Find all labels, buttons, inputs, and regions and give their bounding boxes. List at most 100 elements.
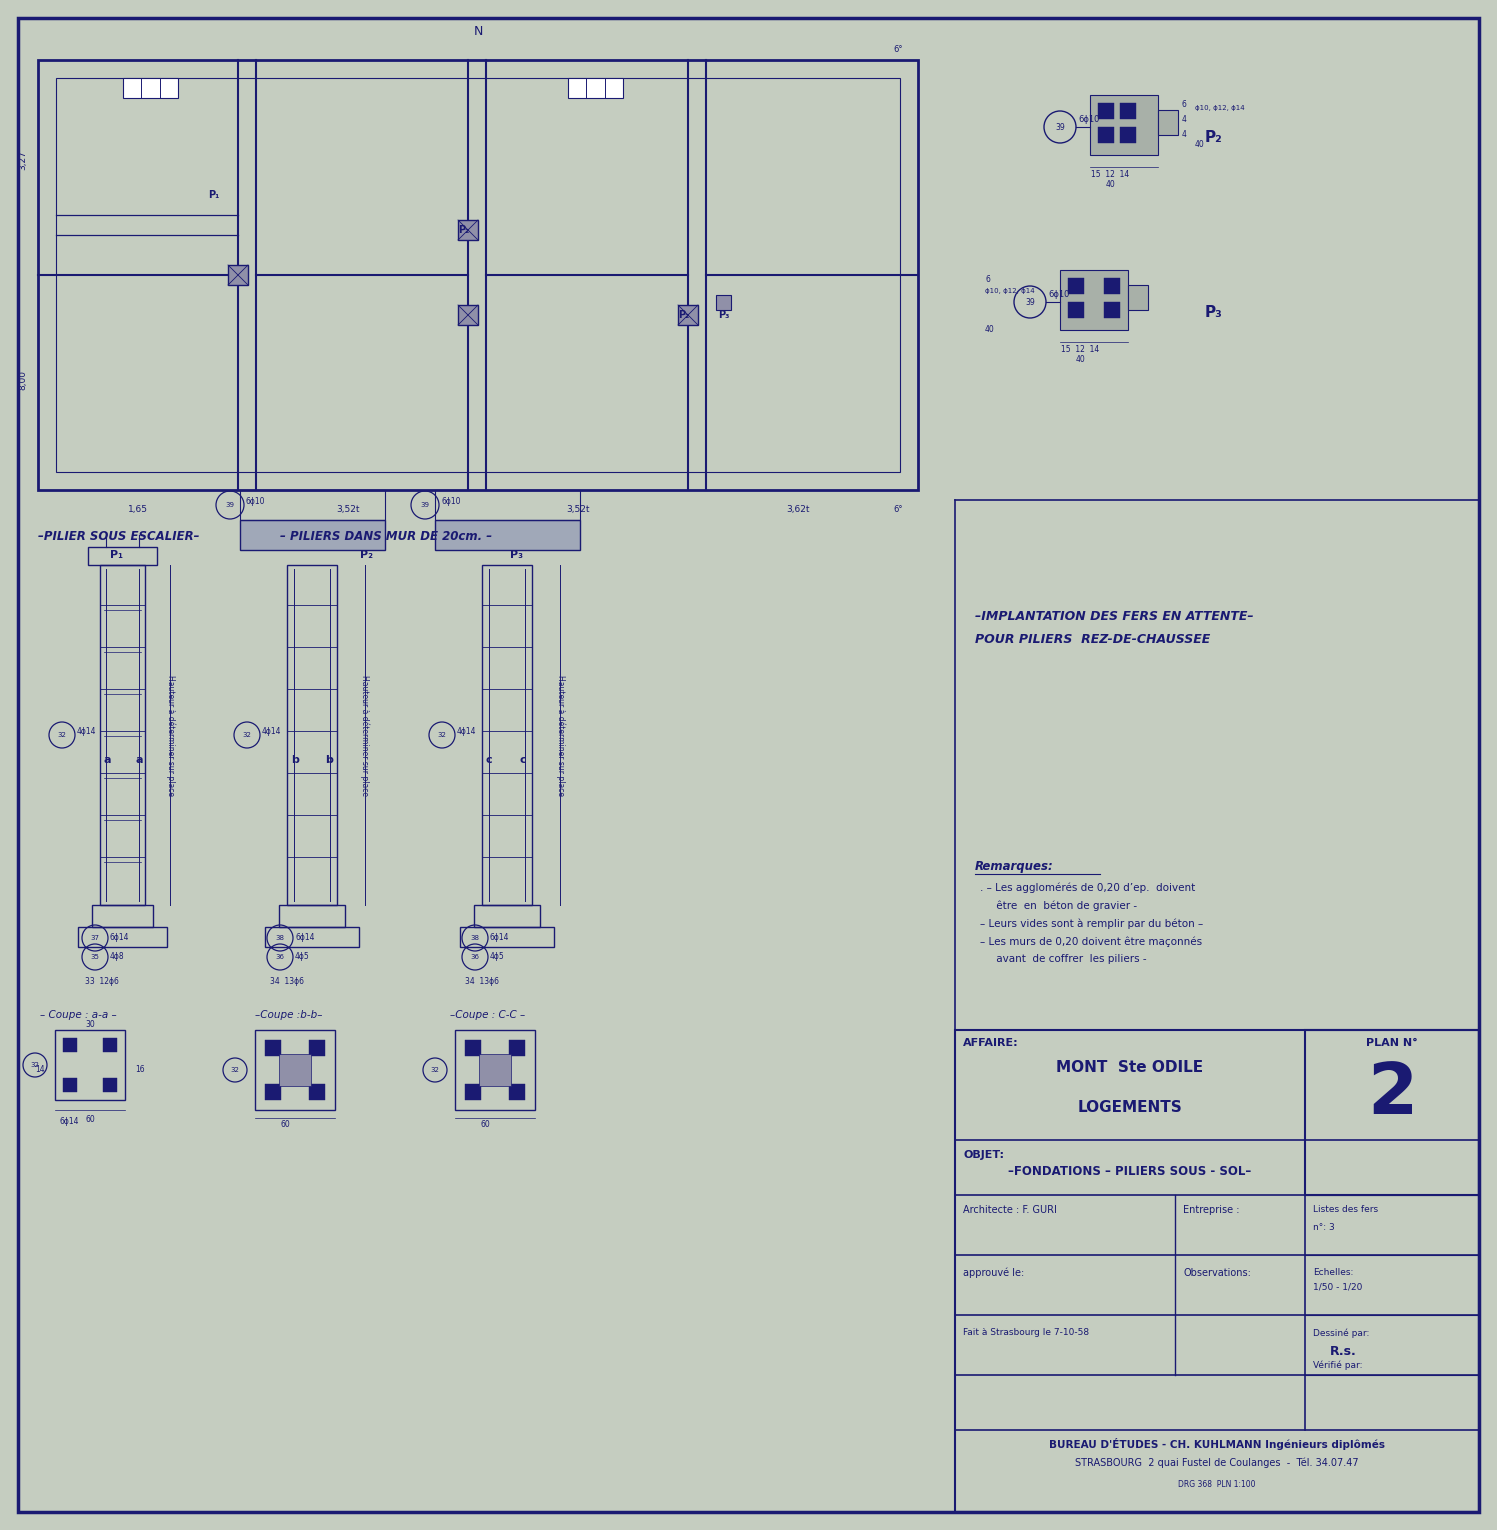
- Bar: [509, 1083, 525, 1100]
- Text: 40: 40: [1105, 181, 1115, 190]
- Bar: [678, 304, 698, 324]
- Text: 6ϕ14: 6ϕ14: [60, 1117, 79, 1126]
- Bar: [91, 906, 153, 927]
- Text: – Les murs de 0,20 doivent être maçonnés: – Les murs de 0,20 doivent être maçonnés: [981, 936, 1202, 947]
- Bar: [1097, 103, 1114, 119]
- Text: N: N: [473, 24, 482, 38]
- Text: être  en  béton de gravier -: être en béton de gravier -: [981, 900, 1138, 910]
- Text: –Coupe :b-b–: –Coupe :b-b–: [254, 1010, 322, 1021]
- Text: c: c: [487, 754, 493, 765]
- Text: 16: 16: [135, 1065, 145, 1074]
- Text: 60: 60: [481, 1120, 490, 1129]
- Bar: [955, 1030, 1479, 1512]
- Text: 4ϕ5: 4ϕ5: [295, 952, 310, 961]
- Bar: [103, 1079, 117, 1092]
- Text: – Coupe : a-a –: – Coupe : a-a –: [40, 1010, 117, 1021]
- Text: MONT  Ste ODILE: MONT Ste ODILE: [1057, 1060, 1204, 1076]
- Text: Architecte : F. GURI: Architecte : F. GURI: [963, 1206, 1057, 1215]
- Text: 6ϕ10: 6ϕ10: [1078, 115, 1099, 124]
- Bar: [1103, 301, 1120, 318]
- Text: 32: 32: [57, 731, 66, 737]
- Text: Vérifié par:: Vérifié par:: [1313, 1360, 1362, 1369]
- Bar: [78, 927, 168, 947]
- Text: 38: 38: [470, 935, 479, 941]
- Text: 36: 36: [275, 955, 284, 959]
- Text: 36: 36: [470, 955, 479, 959]
- Text: –Coupe : C-C –: –Coupe : C-C –: [451, 1010, 525, 1021]
- Bar: [308, 1083, 325, 1100]
- Text: 35: 35: [90, 955, 99, 959]
- Text: avant  de coffrer  les piliers -: avant de coffrer les piliers -: [981, 955, 1147, 964]
- Bar: [265, 1083, 281, 1100]
- Text: 2: 2: [1367, 1060, 1418, 1129]
- Text: 4ϕ14: 4ϕ14: [76, 727, 96, 736]
- Text: 14: 14: [36, 1065, 45, 1074]
- Text: STRASBOURG  2 quai Fustel de Coulanges  -  Tél. 34.07.47: STRASBOURG 2 quai Fustel de Coulanges - …: [1075, 1458, 1359, 1469]
- Text: 32: 32: [431, 1066, 440, 1073]
- Bar: [308, 1040, 325, 1056]
- Text: 40: 40: [1195, 141, 1205, 148]
- Text: 60: 60: [280, 1120, 290, 1129]
- Text: P₂: P₂: [359, 549, 373, 560]
- Bar: [436, 490, 579, 520]
- Bar: [436, 520, 579, 549]
- Bar: [509, 1040, 525, 1056]
- Bar: [1305, 1030, 1479, 1195]
- Bar: [460, 927, 554, 947]
- Text: a: a: [103, 754, 111, 765]
- Text: 3,52t: 3,52t: [337, 505, 359, 514]
- Bar: [88, 548, 157, 565]
- Text: 4ϕ8: 4ϕ8: [109, 952, 124, 961]
- Text: 34  13ϕ6: 34 13ϕ6: [466, 978, 499, 985]
- Text: 4ϕ14: 4ϕ14: [457, 727, 476, 736]
- Bar: [716, 295, 731, 311]
- Text: –FONDATIONS – PILIERS SOUS - SOL–: –FONDATIONS – PILIERS SOUS - SOL–: [1009, 1164, 1251, 1178]
- Text: P₁: P₁: [208, 190, 220, 200]
- Text: P₃: P₃: [719, 311, 729, 320]
- Text: LOGEMENTS: LOGEMENTS: [1078, 1100, 1183, 1115]
- Bar: [123, 78, 178, 98]
- Text: Echelles:: Echelles:: [1313, 1268, 1353, 1278]
- Bar: [458, 304, 478, 324]
- Text: 6ϕ14: 6ϕ14: [109, 933, 130, 942]
- Text: 3,62t: 3,62t: [786, 505, 810, 514]
- Text: 15  12  14: 15 12 14: [1091, 170, 1129, 179]
- Bar: [1090, 95, 1159, 155]
- Bar: [1103, 278, 1120, 294]
- Bar: [466, 1083, 481, 1100]
- Bar: [100, 565, 145, 906]
- Text: Hauteur à déterminer sur place: Hauteur à déterminer sur place: [361, 675, 370, 796]
- Bar: [1120, 103, 1136, 119]
- Bar: [278, 906, 344, 927]
- Bar: [278, 1054, 311, 1086]
- Text: Dessiné par:: Dessiné par:: [1313, 1328, 1370, 1337]
- Text: ϕ10, ϕ12, ϕ14: ϕ10, ϕ12, ϕ14: [985, 288, 1034, 294]
- Text: DRG 368  PLN 1:100: DRG 368 PLN 1:100: [1178, 1480, 1256, 1489]
- Text: Listes des fers: Listes des fers: [1313, 1206, 1379, 1213]
- Text: 6°: 6°: [894, 44, 903, 54]
- Text: 39: 39: [1025, 297, 1034, 306]
- Bar: [1120, 127, 1136, 142]
- Text: 6ϕ10: 6ϕ10: [1048, 291, 1069, 298]
- Text: 32: 32: [243, 731, 251, 737]
- Text: AFFAIRE:: AFFAIRE:: [963, 1037, 1018, 1048]
- Bar: [458, 220, 478, 240]
- Text: P₃: P₃: [1205, 304, 1223, 320]
- Bar: [1067, 278, 1084, 294]
- Bar: [479, 1054, 510, 1086]
- Bar: [254, 1030, 335, 1109]
- Bar: [240, 490, 385, 520]
- Bar: [265, 1040, 281, 1056]
- Bar: [265, 927, 359, 947]
- Text: 8,00: 8,00: [18, 370, 27, 390]
- Bar: [287, 565, 337, 906]
- Text: 1,65: 1,65: [129, 505, 148, 514]
- Bar: [455, 1030, 534, 1109]
- Text: Fait à Strasbourg le 7-10-58: Fait à Strasbourg le 7-10-58: [963, 1328, 1090, 1337]
- Text: 37: 37: [90, 935, 99, 941]
- Bar: [1129, 285, 1148, 311]
- Text: OBJET:: OBJET:: [963, 1151, 1004, 1160]
- Text: 4: 4: [1183, 130, 1187, 139]
- Bar: [37, 60, 918, 490]
- Text: – PILIERS DANS MUR DE 20cm. –: – PILIERS DANS MUR DE 20cm. –: [280, 529, 493, 543]
